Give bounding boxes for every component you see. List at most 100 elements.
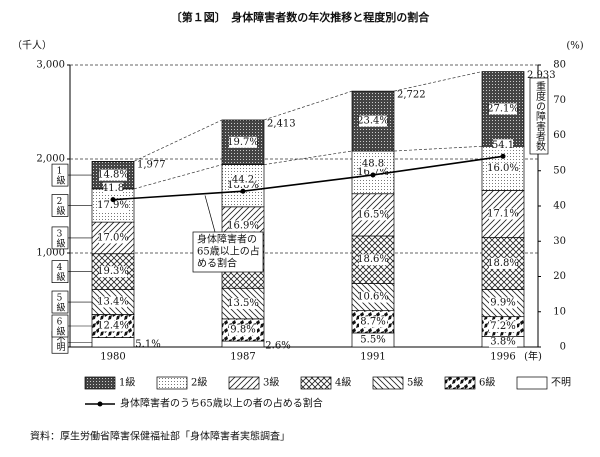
label-bg [493, 139, 513, 151]
label-bg [229, 180, 257, 192]
label-bg [489, 162, 517, 174]
value-label: 13.4% [97, 297, 129, 308]
label-bg [99, 169, 127, 181]
label-bg [233, 174, 253, 186]
line-series [112, 155, 504, 201]
label-bg [359, 291, 387, 303]
severe-guide [263, 150, 353, 165]
value-label: 9.9% [490, 298, 515, 309]
legend-swatch [228, 376, 260, 390]
value-label: 14.8% [97, 170, 129, 181]
x-tick-label: 1996 [490, 352, 515, 363]
x-tick-label: 1987 [230, 352, 255, 363]
y-axis-label: （千人） [12, 40, 52, 52]
line-value-label: 44.2 [232, 175, 254, 186]
label-bg [99, 266, 127, 278]
value-label: 17.1% [487, 208, 519, 219]
y-tick-label: 1,000 [36, 248, 65, 259]
line-value-label: 41.8 [102, 183, 124, 194]
y2-tick-label: 70 [553, 95, 566, 106]
value-label: 16.0% [487, 163, 519, 174]
value-label: 23.4% [357, 116, 389, 127]
value-label: 18.6% [357, 254, 389, 265]
line-point [110, 197, 116, 203]
label-bg [229, 298, 257, 310]
x-unit: (年) [524, 350, 542, 363]
value-label: 2.6% [265, 341, 290, 352]
value-label: 3.8% [490, 336, 515, 347]
severe-guide [263, 90, 353, 121]
legend-swatch [156, 376, 188, 390]
legend-label: 2級 [191, 376, 207, 389]
x-tick-label: 1991 [360, 352, 385, 363]
side-label: 6級 [55, 318, 66, 337]
legend-swatch [516, 376, 548, 390]
line-point [500, 153, 506, 159]
label-bg [363, 157, 383, 169]
value-label: 7.2% [490, 321, 515, 332]
severe-note: 重度の障害者数 [534, 80, 546, 152]
value-label: 5.1% [135, 339, 160, 350]
side-label: 3級 [55, 229, 66, 248]
total-label: 2,413 [267, 119, 296, 130]
label-bg [359, 316, 387, 328]
side-label: 4級 [55, 263, 66, 282]
label-bg [359, 254, 387, 266]
label-bg [359, 115, 387, 127]
legend-swatch [300, 376, 332, 390]
value-label: 27.1% [487, 103, 519, 114]
line-point [370, 172, 376, 178]
value-label: 17.0% [97, 232, 129, 243]
line-point [240, 188, 246, 194]
label-bg [99, 232, 127, 244]
y2-tick-label: 40 [553, 201, 566, 212]
value-label: 8.7% [360, 316, 385, 327]
legend-label: 1級 [119, 376, 135, 389]
note-box [529, 77, 549, 155]
severe-guide [393, 71, 483, 92]
callout-box [192, 231, 264, 273]
severe-guide [393, 145, 483, 152]
value-label: 19.7% [227, 137, 259, 148]
bar-segment [91, 337, 135, 348]
callout-arrow [204, 195, 216, 233]
value-label: 16.9% [227, 220, 259, 231]
legend-label: 4級 [335, 376, 351, 389]
label-bg [489, 297, 517, 309]
bar-segment [221, 340, 265, 348]
severe-guide [133, 119, 223, 162]
label-bg [99, 320, 127, 332]
value-label: 9.8% [230, 324, 255, 335]
label-bg [229, 136, 257, 148]
legend-label: 3級 [263, 376, 279, 389]
side-label: 2級 [55, 197, 66, 216]
legend-swatch [84, 376, 116, 390]
legend-label: 身体障害者のうち65歳以上の者の占める割合 [120, 397, 323, 410]
severe-guide [133, 164, 223, 190]
callout-text: 65歳以上の占 [197, 245, 260, 258]
y2-tick-label: 60 [553, 130, 566, 141]
legend-swatch [372, 376, 404, 390]
label-bg [229, 324, 257, 336]
x-tick-label: 1980 [100, 352, 125, 363]
label-bg [359, 166, 387, 178]
total-label: 2,933 [527, 70, 556, 81]
side-label: 1級 [55, 167, 66, 186]
y-tick-label: 2,000 [36, 154, 65, 165]
label-bg [489, 208, 517, 220]
y2-tick-label: 30 [553, 236, 566, 247]
side-label: 不明 [55, 334, 66, 352]
side-label: 5級 [55, 294, 66, 313]
value-label: 18.8% [487, 258, 519, 269]
legend-label: 6級 [479, 376, 495, 389]
y2-tick-label: 20 [553, 271, 566, 282]
total-label: 1,977 [137, 160, 166, 171]
value-label: 12.4% [97, 321, 129, 332]
line-value-label: 48.8 [362, 158, 384, 169]
legend-swatch [444, 376, 476, 390]
label-bg [103, 182, 123, 194]
value-label: 13.5% [227, 298, 259, 309]
line-value-label: 54.1 [492, 140, 514, 151]
value-label: 16.7% [357, 167, 389, 178]
